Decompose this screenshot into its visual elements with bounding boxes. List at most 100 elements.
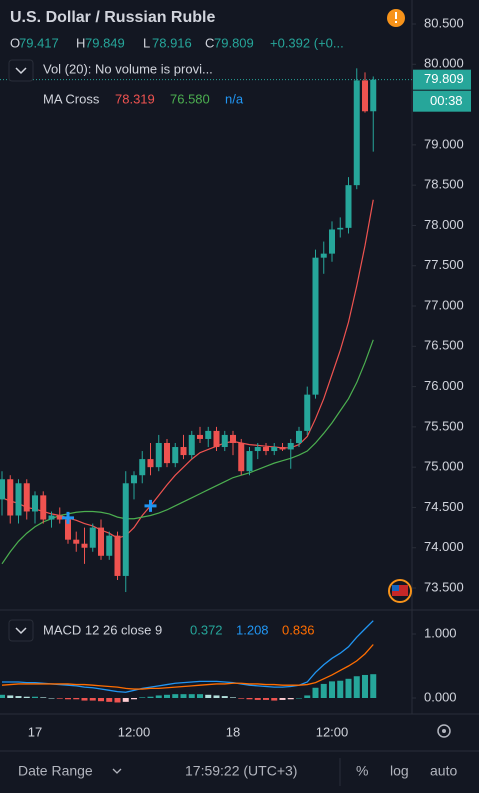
- candle-body: [205, 430, 212, 439]
- y-tick-label: 80.500: [424, 15, 464, 30]
- clock: 17:59:22 (UTC+3): [185, 763, 297, 779]
- y-tick-label: 76.000: [424, 378, 464, 393]
- candle-body: [139, 459, 146, 476]
- cross-marker: [144, 499, 157, 512]
- legend-toggle[interactable]: [8, 619, 34, 642]
- histogram-bar: [230, 697, 236, 699]
- histogram-bar: [56, 698, 63, 699]
- warning-dot: [395, 21, 397, 23]
- histogram-bar: [205, 694, 212, 699]
- histogram-bar: [114, 698, 121, 703]
- candle-body: [263, 447, 269, 452]
- x-tick-label: 12:00: [118, 724, 151, 739]
- candle-body: [197, 434, 203, 439]
- volume-legend: Vol (20): No volume is provi...: [43, 61, 213, 76]
- candle-body: [329, 229, 335, 254]
- histogram-bar: [320, 683, 327, 699]
- histogram-bar: [164, 694, 170, 699]
- flag: [392, 585, 408, 596]
- x-tick-label: 18: [226, 724, 240, 739]
- histogram-bar: [238, 698, 245, 699]
- settings-center: [442, 729, 446, 733]
- macd-legend-name: MACD 12 26 close 9: [43, 622, 162, 637]
- legend-toggle[interactable]: [8, 59, 34, 82]
- histogram-bar: [329, 681, 335, 699]
- candle-body: [73, 539, 80, 544]
- change: +0.392 (+0...: [270, 35, 344, 50]
- candle-body: [106, 535, 113, 556]
- histogram-bar: [7, 695, 14, 699]
- candle-body: [155, 442, 162, 468]
- histogram-bar: [32, 696, 38, 699]
- histogram-bar: [48, 698, 55, 699]
- y-tick-label: 77.000: [424, 297, 464, 312]
- ohlc-letter: O: [10, 35, 20, 50]
- histogram-bar: [287, 698, 294, 700]
- candle-body: [312, 257, 319, 395]
- candle-body: [296, 430, 302, 443]
- histogram-bar: [98, 698, 104, 702]
- candle-body: [65, 519, 71, 540]
- candle-body: [254, 447, 261, 452]
- candle-body: [304, 394, 311, 431]
- toggle-chevron: [15, 67, 27, 75]
- settings-icon[interactable]: [437, 724, 451, 738]
- histogram-bar: [122, 698, 129, 702]
- histogram-bar: [304, 695, 311, 699]
- y-tick-label: 75.000: [424, 459, 464, 474]
- auto-toggle[interactable]: auto: [430, 763, 457, 779]
- ohlc-row: O79.417 H 79.849 L 78.916 C 79.809: [10, 35, 254, 50]
- histogram-bar: [131, 698, 137, 700]
- histogram-bar: [312, 687, 319, 699]
- percent-toggle[interactable]: %: [356, 763, 368, 779]
- candle-body: [362, 80, 368, 112]
- ohlc-letter: C: [205, 35, 214, 50]
- histogram-bar: [172, 694, 179, 699]
- countdown-box: [413, 90, 471, 112]
- histogram-bar: [40, 697, 47, 699]
- toggle-chevron: [15, 627, 27, 635]
- candle-body: [114, 535, 121, 576]
- candle-body: [48, 515, 55, 520]
- candle-body: [279, 447, 286, 450]
- y-tick-label: 0.000: [424, 689, 457, 704]
- candle-body: [147, 459, 154, 468]
- histogram-bar: [0, 694, 5, 699]
- macd-line: [1, 644, 374, 690]
- candle-body: [287, 442, 294, 450]
- candle-body: [230, 434, 236, 443]
- histogram-bar: [221, 696, 228, 699]
- x-tick-label: 12:00: [316, 724, 349, 739]
- candle-body: [337, 227, 344, 230]
- candle-body: [23, 483, 30, 512]
- candle-body: [345, 185, 352, 228]
- axes: 80.500 80.000 79.000 78.500 78.000 77.500 77.0…: [28, 15, 471, 739]
- ohlc-value: 79.417: [19, 35, 59, 50]
- candle-body: [0, 479, 5, 500]
- histogram-bar: [147, 696, 154, 699]
- chart-title: U.S. Dollar / Russian Ruble: [10, 9, 215, 26]
- histogram-bar: [271, 698, 278, 701]
- log-toggle[interactable]: log: [390, 763, 409, 779]
- histogram-bar: [353, 676, 360, 699]
- macd-pane: [0, 620, 377, 703]
- candle-body: [180, 447, 187, 456]
- candle-body: [15, 483, 22, 516]
- histogram-bar: [106, 698, 113, 702]
- histogram-bar: [180, 694, 187, 699]
- candle-body: [370, 79, 377, 112]
- signal-value: 0.836: [282, 622, 315, 637]
- ohlc-value: 78.916: [152, 35, 192, 50]
- candle-body: [221, 434, 228, 448]
- histogram-bar: [23, 696, 30, 699]
- ohlc-letter: H: [76, 35, 85, 50]
- macd-value: 1.208: [236, 622, 269, 637]
- date-range[interactable]: Date Range: [18, 763, 93, 779]
- y-tick-label: 79.000: [424, 136, 464, 151]
- candle-body: [246, 451, 253, 472]
- histogram-bar: [263, 698, 269, 700]
- histogram-bar: [370, 674, 377, 699]
- histogram-bar: [65, 698, 71, 700]
